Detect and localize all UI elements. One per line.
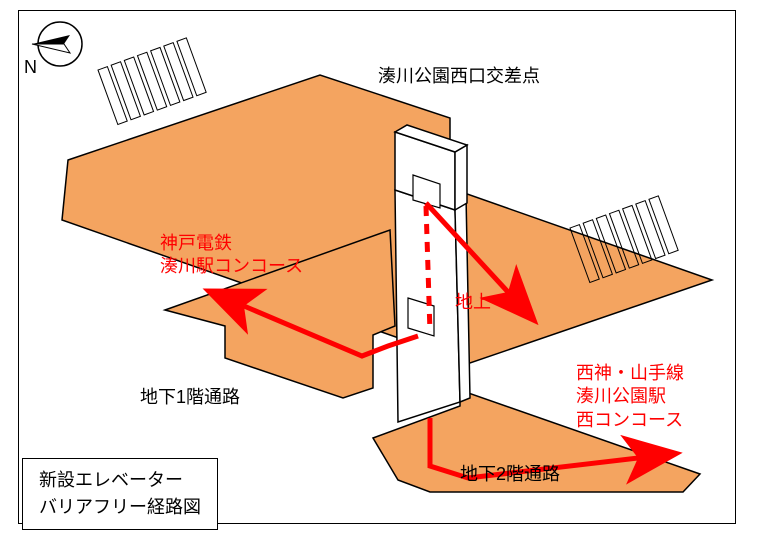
crosswalk-left (98, 38, 206, 125)
b1-label: 地下1階通路 (140, 383, 240, 409)
seishin-label: 西神・山手線 湊川公園駅 西コンコース (576, 362, 684, 432)
title-text: 新設エレベーター バリアフリー経路図 (39, 470, 201, 517)
compass-label: N (24, 57, 37, 78)
title-box: 新設エレベーター バリアフリー経路図 (22, 458, 218, 530)
b2-label: 地下2階通路 (460, 460, 560, 486)
kobe-rail-label: 神戸電鉄 湊川駅コンコース (160, 232, 303, 277)
compass-icon (32, 22, 82, 66)
ground-label: 地上 (455, 288, 491, 314)
elevator-shaft (395, 125, 470, 422)
intersection-label: 湊川公園西口交差点 (378, 62, 540, 88)
diagram-frame: N 湊川公園西口交差点 神戸電鉄 湊川駅コンコース 地上 地下1階通路 地下2階… (0, 0, 760, 537)
